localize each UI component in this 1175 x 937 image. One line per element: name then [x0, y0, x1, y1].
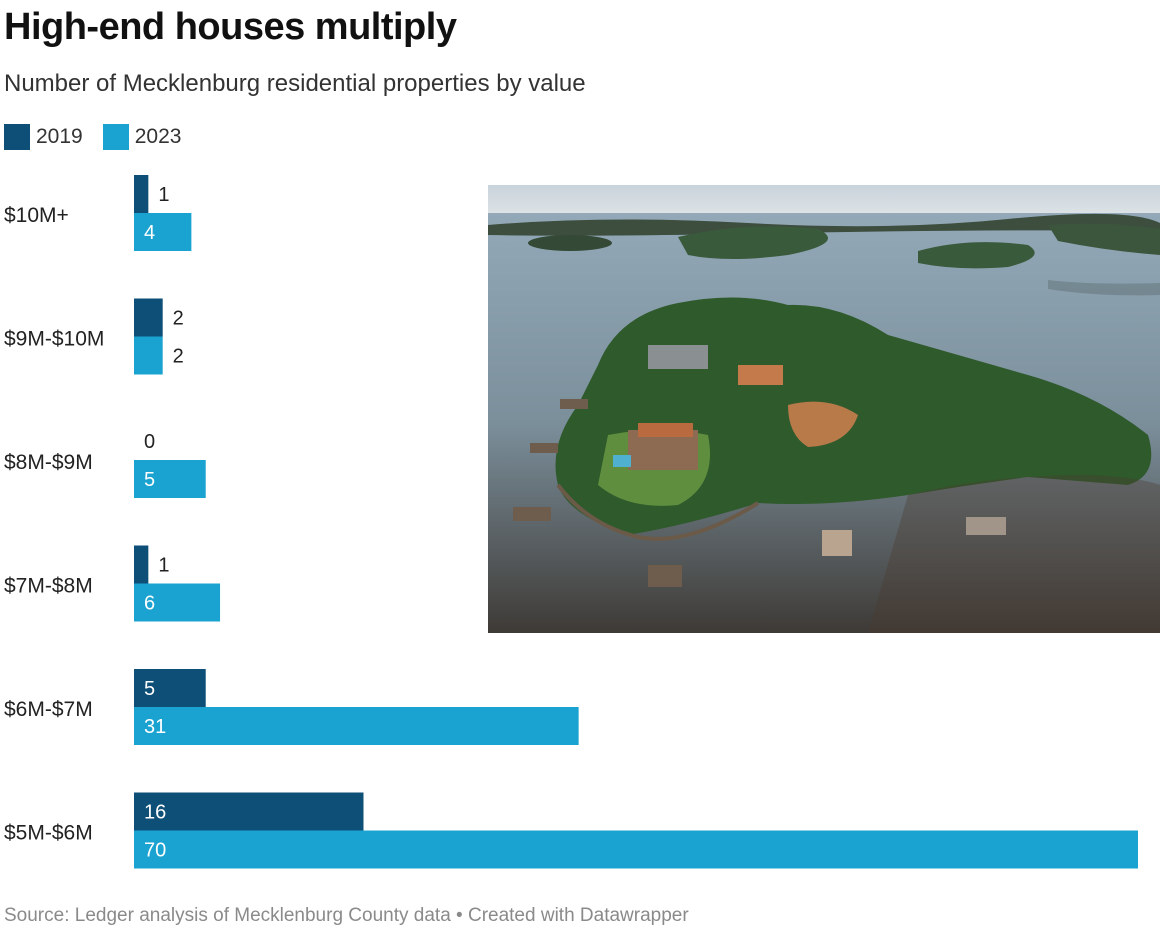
bar-2023 [134, 707, 579, 745]
bar-2023 [134, 583, 221, 622]
value-label-2023: 6 [144, 593, 155, 615]
legend-swatch-2023 [102, 124, 129, 150]
category-label: $8M-$9M [4, 451, 93, 474]
chart-subtitle: Number of Mecklenburg residential proper… [4, 70, 586, 97]
bar-2019 [134, 669, 206, 707]
legend-item-2019: 2019 [4, 124, 83, 150]
value-label-2019: 1 [158, 555, 169, 577]
bar-2023 [134, 213, 192, 251]
aerial-lake-photo [488, 185, 1160, 633]
legend-label-2019: 2019 [36, 125, 83, 148]
legend: 2019 2023 [4, 124, 201, 150]
bar-2023 [134, 830, 1138, 869]
value-label-2023: 31 [144, 716, 166, 738]
value-label-2019: 5 [144, 678, 155, 700]
legend-swatch-2019 [4, 124, 30, 150]
value-label-2023: 70 [144, 840, 166, 862]
value-label-2023: 5 [144, 469, 155, 491]
legend-item-2023: 2023 [102, 124, 182, 150]
chart-title: High-end houses multiply [4, 6, 457, 48]
legend-label-2023: 2023 [134, 125, 182, 148]
value-label-2019: 1 [158, 184, 169, 206]
bar-2019 [134, 175, 149, 213]
aerial-lake-illustration [488, 185, 1160, 633]
value-label-2023: 4 [144, 222, 155, 244]
category-label: $10M+ [4, 204, 69, 227]
value-label-2019: 2 [173, 308, 184, 330]
bar-2019 [134, 545, 149, 584]
bar-2019 [134, 298, 163, 337]
source-note: Source: Ledger analysis of Mecklenburg C… [4, 905, 689, 926]
category-label: $7M-$8M [4, 575, 93, 598]
bar-2019 [134, 792, 364, 831]
category-label: $6M-$7M [4, 698, 93, 721]
category-label: $5M-$6M [4, 822, 93, 845]
value-label-2023: 2 [173, 346, 184, 368]
bar-chart: $10M+14$9M-$10M22$8M-$9M05$7M-$8M16$6M-$… [4, 175, 1138, 869]
value-label-2019: 0 [144, 431, 155, 453]
bar-2023 [134, 336, 163, 375]
value-label-2019: 16 [144, 802, 166, 824]
category-label: $9M-$10M [4, 328, 104, 351]
bar-2023 [134, 460, 206, 498]
